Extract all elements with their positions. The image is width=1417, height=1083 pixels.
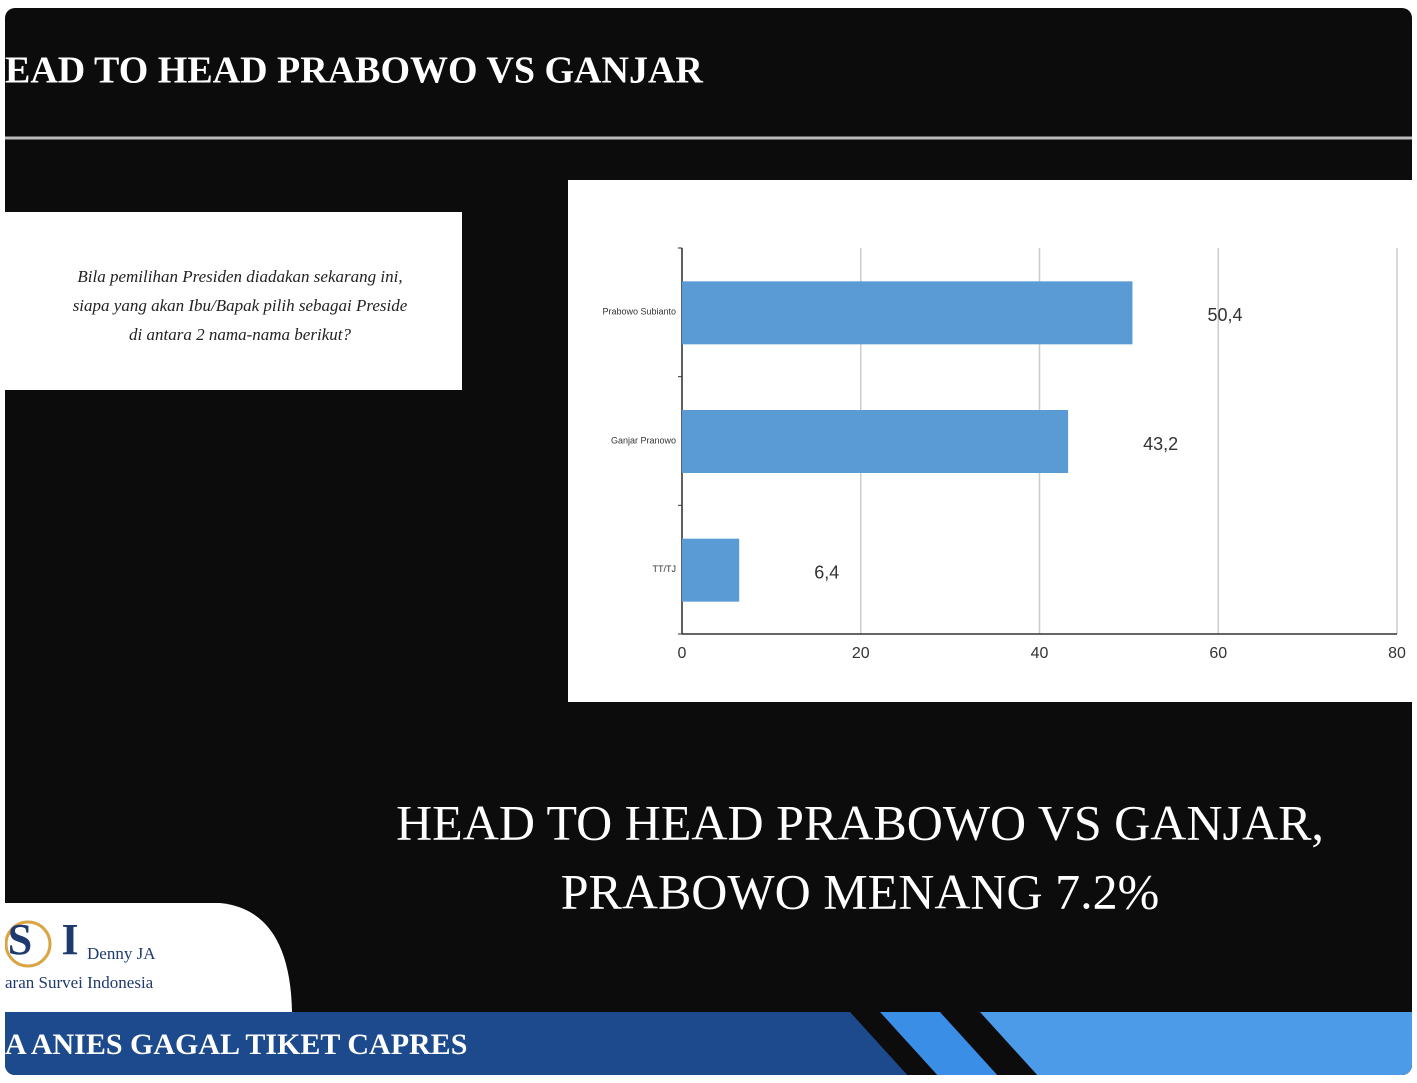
y-tick-label: Prabowo Subianto: [602, 307, 676, 317]
logo-brand: Denny JA: [87, 944, 156, 963]
slide-header: EAD TO HEAD PRABOWO VS GANJAR: [5, 50, 703, 92]
headline-line: PRABOWO MENANG 7.2%: [561, 863, 1160, 919]
x-tick-label: 40: [1031, 645, 1049, 662]
y-tick-label: TT/TJ: [653, 564, 677, 574]
slide: EAD TO HEAD PRABOWO VS GANJAR Bila pemil…: [0, 0, 1417, 1078]
bar: [682, 410, 1068, 473]
question-line: siapa yang akan Ibu/Bapak pilih sebagai …: [73, 296, 408, 315]
headline-line: HEAD TO HEAD PRABOWO VS GANJAR,: [396, 794, 1324, 850]
bar: [682, 281, 1132, 344]
y-tick-label: Ganjar Pranowo: [611, 435, 676, 445]
question-line: Bila pemilihan Presiden diadakan sekaran…: [77, 267, 402, 286]
x-tick-label: 0: [678, 645, 687, 662]
logo-letter: S: [8, 915, 32, 964]
banner-text: A ANIES GAGAL TIKET CAPRES: [5, 1028, 467, 1061]
value-label: 6,4: [814, 562, 839, 582]
x-tick-label: 60: [1209, 645, 1227, 662]
value-label: 50,4: [1207, 305, 1242, 325]
bar: [682, 539, 739, 602]
logo-letter: I: [61, 915, 78, 964]
x-tick-label: 20: [852, 645, 870, 662]
logo-org: aran Survei Indonesia: [5, 973, 154, 992]
banner-stripe: [980, 1012, 1412, 1078]
x-tick-label: 80: [1388, 645, 1406, 662]
question-line: di antara 2 nama-nama berikut?: [129, 325, 351, 344]
value-label: 43,2: [1143, 434, 1178, 454]
